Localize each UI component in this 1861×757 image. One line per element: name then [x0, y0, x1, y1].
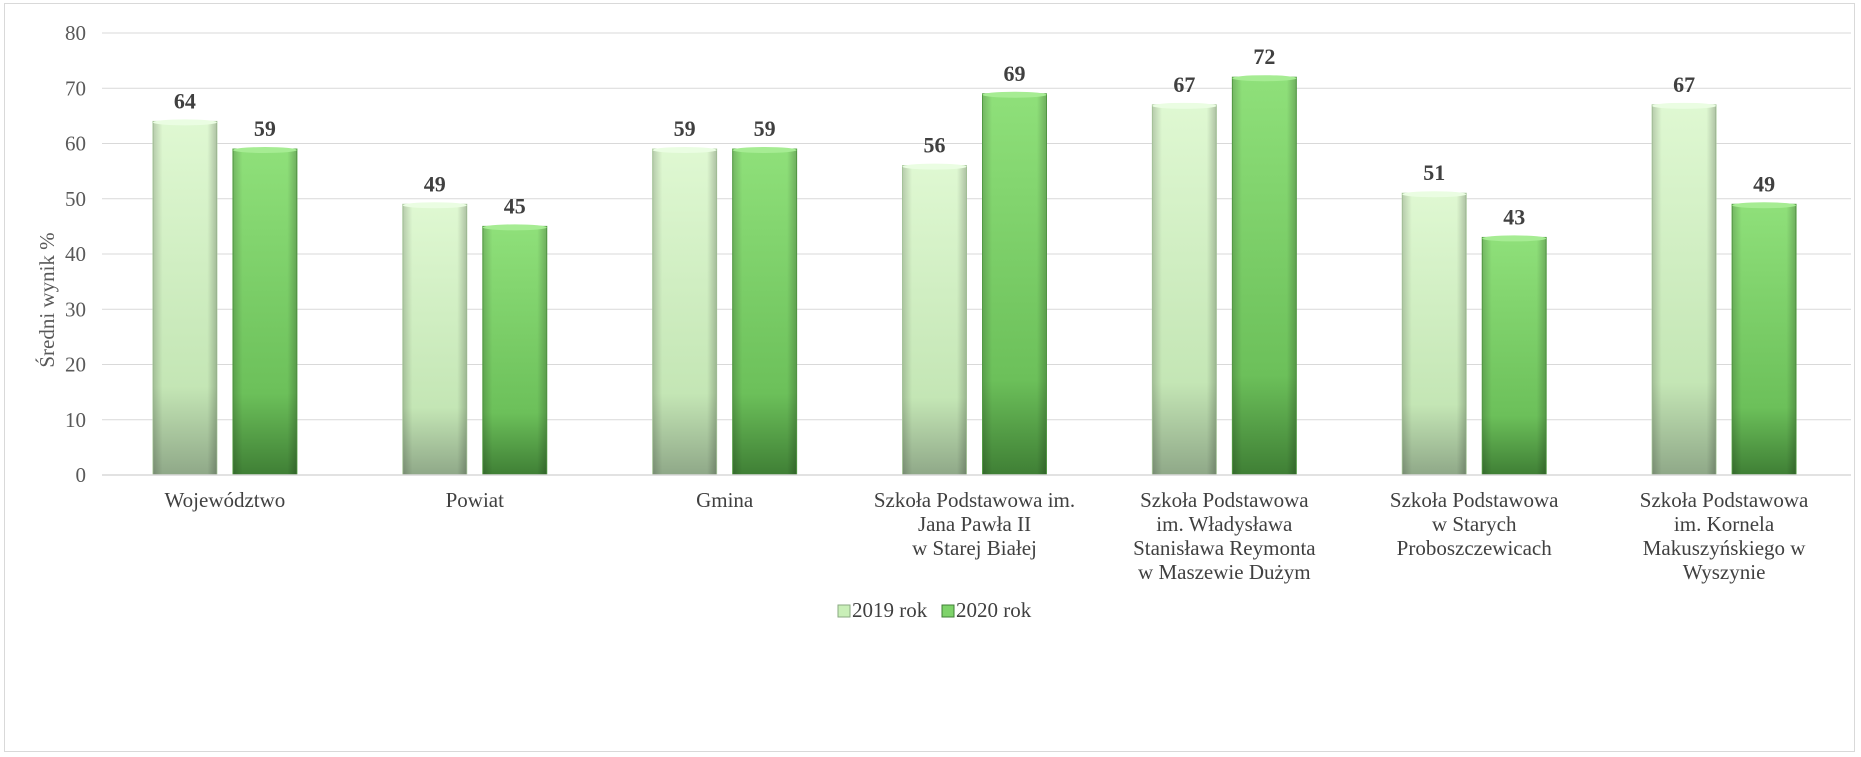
category-label: Szkoła Podstawowa im. — [874, 488, 1075, 512]
y-tick-label: 50 — [65, 187, 86, 211]
category-label: w Starej Białej — [912, 536, 1037, 560]
category-label: Szkoła Podstawowa — [1140, 488, 1309, 512]
bar-top — [732, 147, 797, 154]
category-label: w Starych — [1432, 512, 1517, 536]
legend-swatch — [837, 604, 851, 618]
category-labels: Województwo Powiat Gmina Szkoła Podstawowa … — [165, 488, 1809, 584]
data-label: 59 — [254, 116, 276, 141]
bar-shading — [1732, 204, 1797, 475]
y-axis-label: Średni wynik % — [35, 232, 59, 367]
bar-shading — [1152, 104, 1217, 475]
bar-top — [402, 202, 467, 209]
data-label: 64 — [174, 88, 196, 113]
category-label: Proboszczewicach — [1397, 536, 1553, 560]
bar-shading — [1482, 237, 1547, 475]
legend: 2019 rok 2020 rok — [837, 598, 1032, 622]
y-tick-label: 40 — [65, 242, 86, 266]
y-tick-label: 10 — [65, 408, 86, 432]
bar-top — [902, 163, 967, 170]
data-label: 67 — [1673, 72, 1695, 97]
data-labels: 64 59 49 45 59 59 56 69 67 72 51 43 67 49 — [174, 44, 1775, 229]
bar-shading — [902, 165, 967, 475]
category-label: im. Kornela — [1674, 512, 1775, 536]
data-label: 43 — [1503, 204, 1525, 229]
bar-top — [152, 119, 217, 126]
bar-top — [482, 224, 547, 231]
category-label: im. Władysława — [1156, 512, 1293, 536]
data-label: 59 — [674, 116, 696, 141]
bar-shading — [402, 204, 467, 475]
bar-shading — [482, 226, 547, 475]
data-label: 56 — [924, 133, 946, 158]
category-label: Powiat — [446, 488, 505, 512]
bar-shading — [732, 149, 797, 475]
y-tick-label: 80 — [65, 21, 86, 45]
data-label: 45 — [504, 193, 526, 218]
data-label: 51 — [1423, 160, 1445, 185]
legend-label: 2020 rok — [956, 598, 1032, 622]
bar-top — [1732, 202, 1797, 209]
data-label: 69 — [1004, 61, 1026, 86]
category-label: Stanisława Reymonta — [1133, 536, 1316, 560]
category-label: Wyszynie — [1683, 560, 1766, 584]
bar-top — [652, 147, 717, 154]
data-label: 59 — [754, 116, 776, 141]
bar-top — [1652, 102, 1717, 109]
bar-shading — [232, 149, 297, 475]
category-label: Województwo — [165, 488, 286, 512]
category-label: Szkoła Podstawowa — [1390, 488, 1559, 512]
category-label: Jana Pawła II — [918, 512, 1031, 536]
y-tick-label: 20 — [65, 353, 86, 377]
data-label: 49 — [424, 171, 446, 196]
category-label: Gmina — [696, 488, 754, 512]
bar-shading — [1652, 104, 1717, 475]
y-tick-label: 60 — [65, 132, 86, 156]
data-label: 67 — [1173, 72, 1195, 97]
legend-label: 2019 rok — [852, 598, 928, 622]
bar-top — [232, 147, 297, 154]
bar-shading — [152, 121, 217, 476]
bar-shading — [1402, 193, 1467, 475]
bar-top — [1482, 235, 1547, 242]
data-label: 72 — [1253, 44, 1275, 69]
bar-shading — [1232, 77, 1297, 475]
category-label: w Maszewie Dużym — [1138, 560, 1311, 584]
y-axis-ticks: 0 10 20 30 40 50 60 70 80 — [65, 21, 86, 487]
legend-swatch — [941, 604, 955, 618]
bar-top — [1152, 102, 1217, 109]
y-tick-label: 30 — [65, 297, 86, 321]
data-label: 49 — [1753, 171, 1775, 196]
gridlines — [102, 32, 1851, 421]
bar-top — [1402, 191, 1467, 198]
category-label: Makuszyńskiego w — [1643, 536, 1807, 560]
bar-shading — [652, 149, 717, 475]
bar-top — [1232, 75, 1297, 82]
y-tick-label: 70 — [65, 76, 86, 100]
bar-top — [982, 91, 1047, 98]
y-tick-label: 0 — [76, 463, 87, 487]
bars — [152, 75, 1797, 476]
category-label: Szkoła Podstawowa — [1640, 488, 1809, 512]
bar-shading — [982, 93, 1047, 476]
